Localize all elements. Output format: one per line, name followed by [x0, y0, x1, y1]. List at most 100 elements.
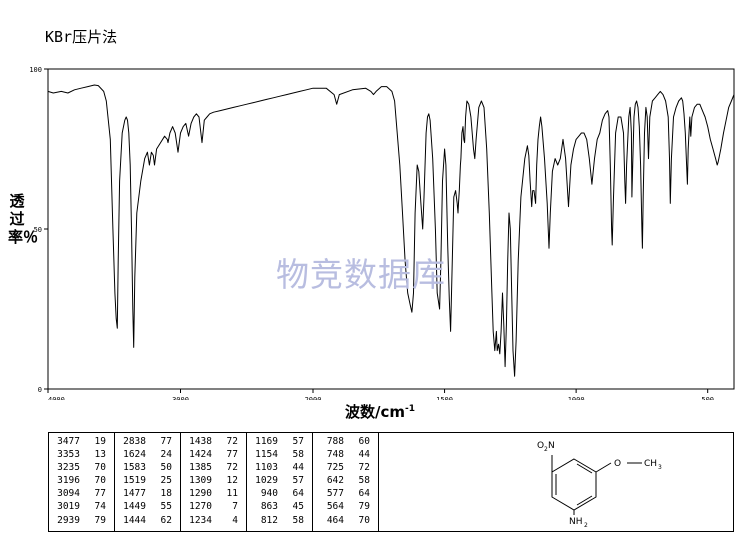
peak-row: 3196 70: [49, 474, 114, 487]
peak-wavenumber: 1449: [123, 501, 146, 513]
peak-transmittance: 70: [94, 462, 106, 474]
peak-transmittance: 11: [226, 488, 238, 500]
peak-row: 1234 4: [181, 514, 246, 527]
x-axis-label-main: 波数/cm: [345, 403, 406, 421]
peak-wavenumber: 1290: [189, 488, 212, 500]
peak-wavenumber: 1234: [189, 514, 212, 526]
peak-wavenumber: 1029: [255, 475, 278, 487]
peak-transmittance: 77: [226, 449, 238, 461]
peak-transmittance: 60: [358, 436, 370, 447]
peak-wavenumber: 725: [326, 462, 344, 474]
y-tick-label: 50: [34, 226, 42, 234]
peak-transmittance: 77: [160, 436, 172, 447]
peak-wavenumber: 3477: [57, 436, 80, 447]
peak-wavenumber: 1309: [189, 475, 212, 487]
peak-wavenumber: 3019: [57, 501, 80, 513]
peak-row: 788 60: [313, 435, 378, 448]
x-tick-label: 3000: [172, 396, 189, 400]
methyl-sub: 3: [658, 464, 662, 471]
peak-row: 2939 79: [49, 514, 114, 527]
peak-row: 1290 11: [181, 487, 246, 500]
peak-transmittance: 74: [94, 501, 106, 513]
peak-table-column: 788 60 748 44 725 72 642 58 577 64 564 79 464 70: [313, 433, 379, 531]
x-tick-label: 500: [701, 396, 714, 400]
peak-transmittance: 58: [358, 475, 370, 487]
peak-row: 3019 74: [49, 500, 114, 513]
peak-table: 3477 19 3353 13 3235 70 3196 70 3094 77 3019 74 2939…: [48, 432, 734, 532]
peak-wavenumber: 642: [326, 475, 344, 487]
amino-sub: 2: [584, 522, 588, 529]
peak-wavenumber: 1438: [189, 436, 212, 447]
peak-row: 1154 58: [247, 448, 312, 461]
peak-transmittance: 50: [160, 462, 172, 474]
peak-wavenumber: 788: [326, 436, 344, 447]
peak-transmittance: 57: [292, 475, 304, 487]
peak-row: 1624 24: [115, 448, 180, 461]
peak-wavenumber: 812: [260, 514, 278, 526]
x-tick-label: 2000: [305, 396, 322, 400]
peak-wavenumber: 3196: [57, 475, 80, 487]
x-tick-label: 4000: [48, 396, 65, 400]
peak-transmittance: 19: [94, 436, 106, 447]
peak-transmittance: 70: [358, 514, 370, 526]
x-tick-label: 1500: [436, 396, 453, 400]
peak-row: 3094 77: [49, 487, 114, 500]
peak-wavenumber: 1519: [123, 475, 146, 487]
peak-row: 748 44: [313, 448, 378, 461]
peak-transmittance: 64: [358, 488, 370, 500]
peak-row: 1270 7: [181, 500, 246, 513]
nitro-o: O: [537, 441, 544, 451]
nitro-n: N: [548, 441, 555, 451]
peak-row: 3235 70: [49, 461, 114, 474]
peak-transmittance: 70: [94, 475, 106, 487]
peak-table-column: 1438 72 1424 77 1385 72 1309 12 1290 11 1270 7 1234 4: [181, 433, 247, 531]
peak-transmittance: 55: [160, 501, 172, 513]
peak-wavenumber: 3235: [57, 462, 80, 474]
peak-transmittance: 72: [226, 462, 238, 474]
peak-row: 863 45: [247, 500, 312, 513]
peak-row: 1029 57: [247, 474, 312, 487]
amino-nh: NH: [569, 517, 583, 527]
peak-wavenumber: 1270: [189, 501, 212, 513]
peak-transmittance: 58: [292, 514, 304, 526]
x-axis-label: 波数/cm-1: [345, 401, 415, 422]
peak-row: 1309 12: [181, 474, 246, 487]
peak-wavenumber: 940: [260, 488, 278, 500]
peak-wavenumber: 3094: [57, 488, 80, 500]
peak-wavenumber: 1424: [189, 449, 212, 461]
peak-row: 1583 50: [115, 461, 180, 474]
spectrum-line: [47, 84, 735, 377]
peak-row: 2838 77: [115, 435, 180, 448]
peak-row: 1169 57: [247, 435, 312, 448]
peak-wavenumber: 2939: [57, 514, 80, 526]
peak-row: 812 58: [247, 514, 312, 527]
peak-wavenumber: 1477: [123, 488, 146, 500]
peak-wavenumber: 577: [326, 488, 344, 500]
peak-transmittance: 13: [94, 449, 106, 461]
peak-transmittance: 57: [292, 436, 304, 447]
peak-wavenumber: 1583: [123, 462, 146, 474]
peak-wavenumber: 863: [260, 501, 278, 513]
peak-transmittance: 44: [358, 449, 370, 461]
nitro-o-sub: 2: [544, 446, 548, 453]
peak-wavenumber: 464: [326, 514, 344, 526]
peak-transmittance: 79: [358, 501, 370, 513]
y-tick-label: 100: [29, 66, 42, 74]
peak-transmittance: 7: [232, 501, 238, 513]
peak-table-column: 3477 19 3353 13 3235 70 3196 70 3094 77 3019 74 2939…: [49, 433, 115, 531]
peak-wavenumber: 564: [326, 501, 344, 513]
peak-wavenumber: 2838: [123, 436, 146, 447]
peak-wavenumber: 1154: [255, 449, 278, 461]
peak-transmittance: 45: [292, 501, 304, 513]
peak-transmittance: 24: [160, 449, 172, 461]
peak-table-column: 1169 57 1154 58 1103 44 1029 57 940 64 863 45 812 58: [247, 433, 313, 531]
peak-transmittance: 72: [358, 462, 370, 474]
peak-row: 1103 44: [247, 461, 312, 474]
peak-row: 1385 72: [181, 461, 246, 474]
peak-wavenumber: 1169: [255, 436, 278, 447]
peak-table-column: 2838 77 1624 24 1583 50 1519 25 1477 18 1449 55 1444…: [115, 433, 181, 531]
peak-row: 1444 62: [115, 514, 180, 527]
peak-transmittance: 72: [226, 436, 238, 447]
peak-row: 3353 13: [49, 448, 114, 461]
peak-row: 1477 18: [115, 487, 180, 500]
